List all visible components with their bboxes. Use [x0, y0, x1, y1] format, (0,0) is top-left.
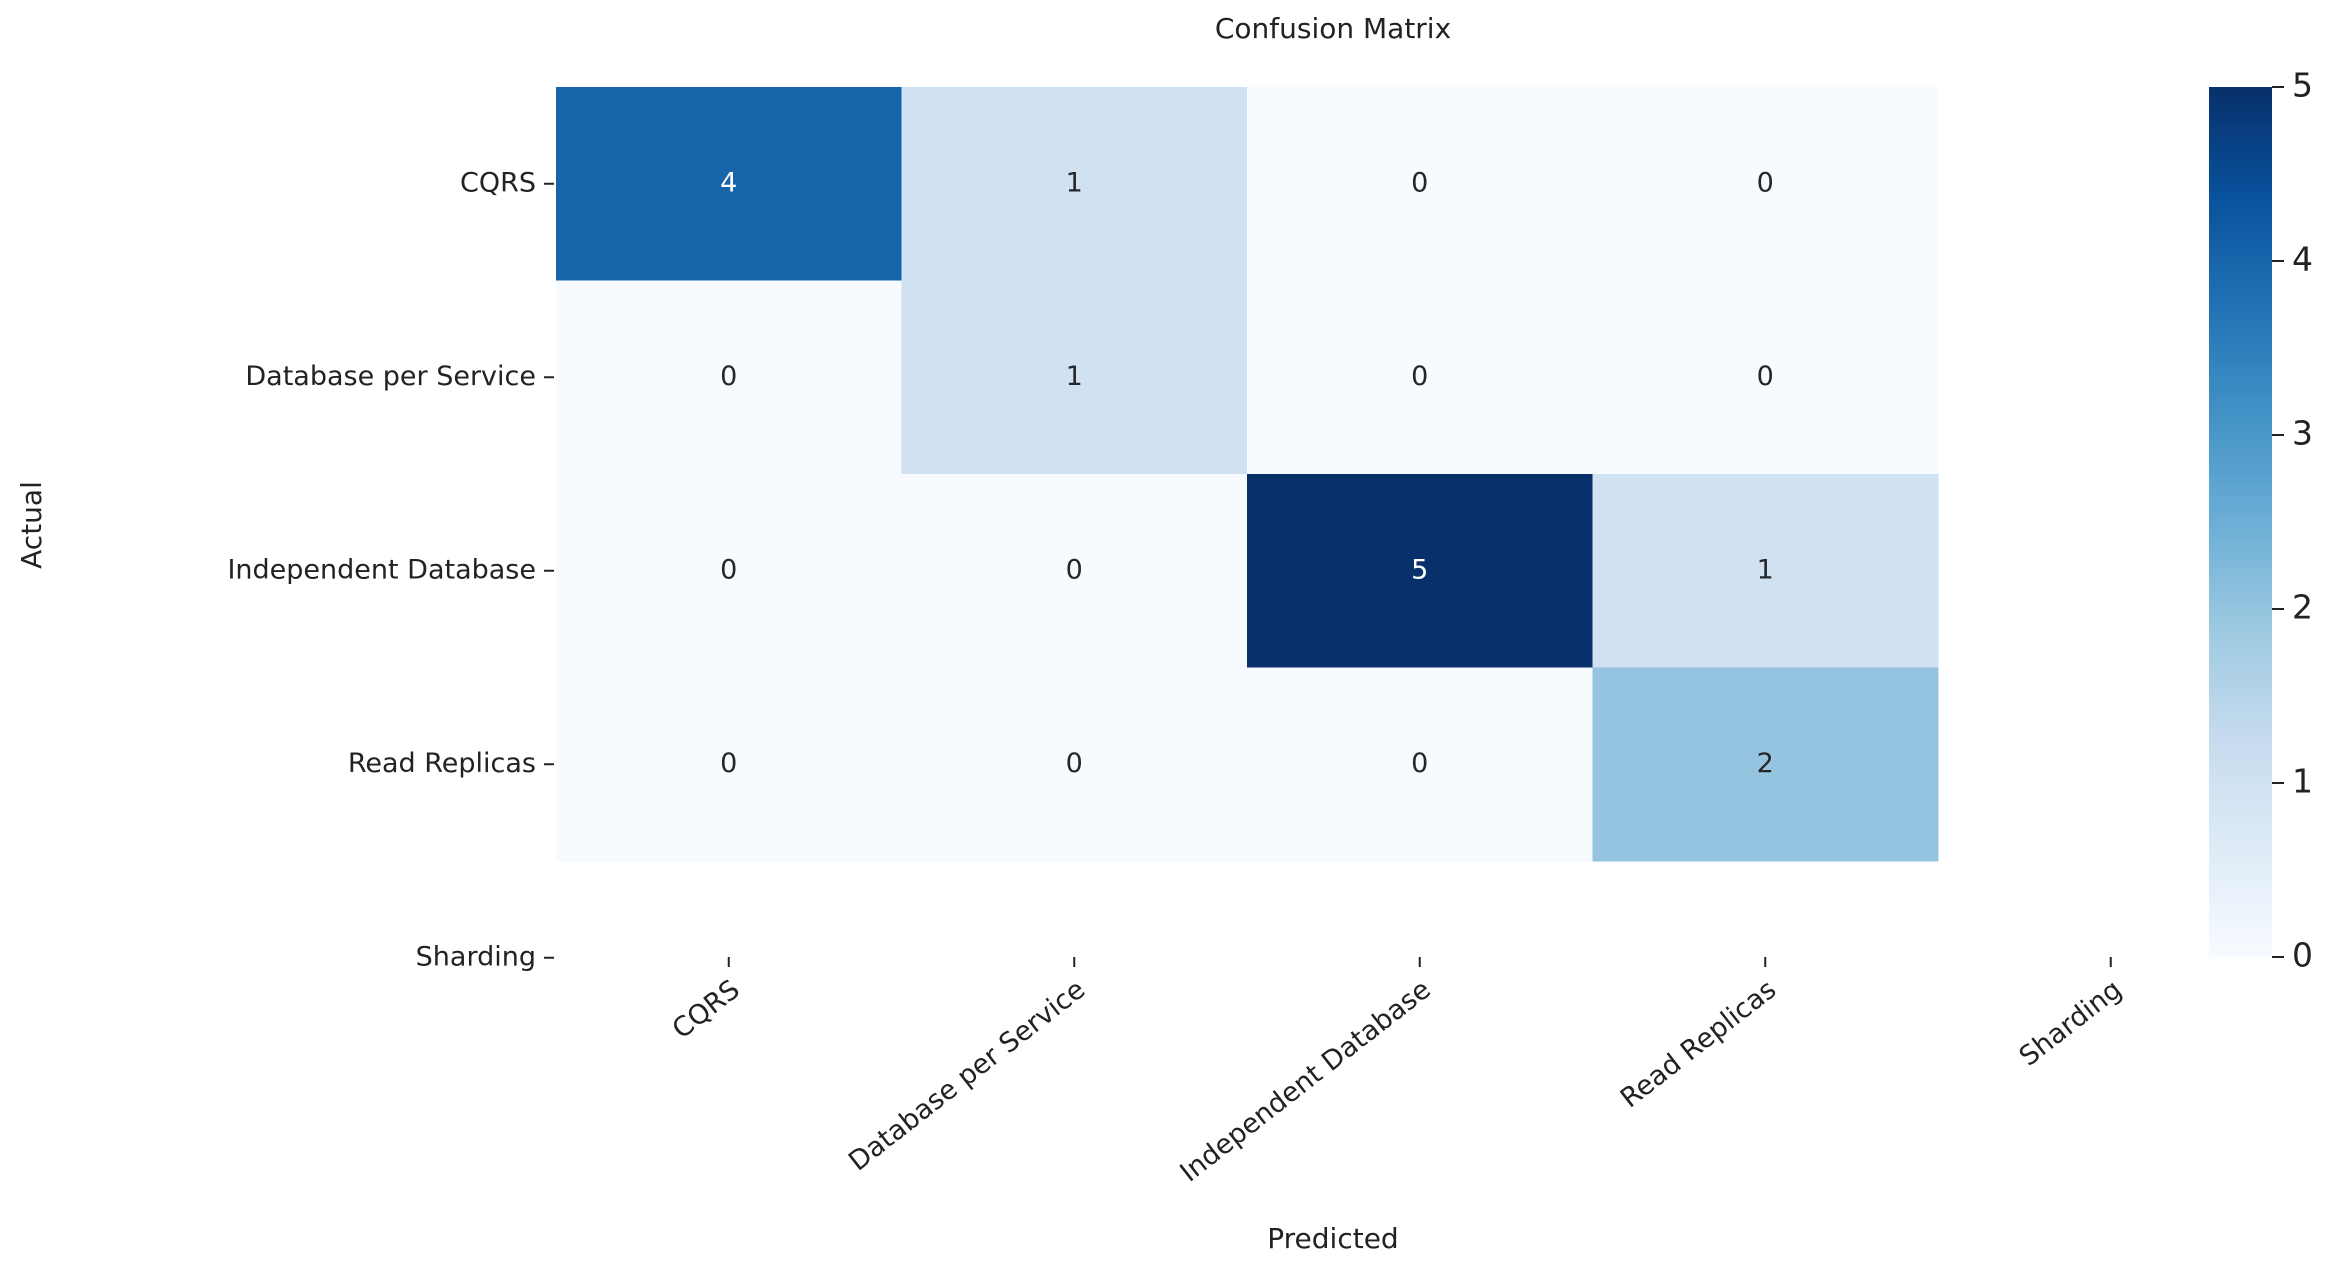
cell-annotation: 0: [1757, 167, 1774, 198]
chart-title: Confusion Matrix: [1215, 12, 1451, 45]
heatmap-cell: [556, 87, 902, 281]
y-tick-label: Independent Database: [227, 554, 536, 585]
cell-annotation: 0: [1066, 554, 1083, 585]
heatmap-cell: [901, 87, 1248, 281]
cell-annotation: 1: [1757, 554, 1774, 585]
x-tick-label: Independent Database: [1174, 974, 1436, 1188]
heatmap-cell: [1247, 667, 1593, 862]
cell-annotation: 0: [720, 554, 737, 585]
y-tick-label: Read Replicas: [348, 748, 536, 779]
colorbar-tick-label: 1: [2292, 762, 2313, 801]
heatmap-cell: [556, 280, 902, 475]
cell-annotation: 2: [1757, 748, 1774, 779]
heatmap-cell: [1592, 280, 1939, 475]
x-tick-label: Database per Service: [843, 974, 1091, 1177]
cell-annotation: 0: [1411, 167, 1428, 198]
cell-annotation: 1: [1066, 361, 1083, 392]
colorbar: [2209, 87, 2272, 957]
colorbar-tick-label: 2: [2292, 588, 2313, 627]
cell-annotation: 0: [1411, 748, 1428, 779]
cell-annotation: 4: [720, 167, 737, 198]
cell-annotation: 5: [1411, 554, 1428, 585]
heatmap-cell: [1592, 87, 1939, 281]
y-tick-label: CQRS: [460, 167, 536, 198]
heatmap-cell: [1592, 667, 1939, 862]
heatmap-cell: [1247, 474, 1593, 668]
y-tick-label: Sharding: [416, 941, 536, 972]
colorbar-tick-label: 3: [2292, 414, 2313, 453]
heatmap-cell: [901, 474, 1248, 668]
cell-annotation: 0: [1411, 361, 1428, 392]
colorbar-tick-label: 5: [2292, 66, 2313, 105]
heatmap-cell: [1247, 87, 1593, 281]
x-axis-label: Predicted: [1267, 1222, 1398, 1255]
x-tick-label: CQRS: [667, 974, 746, 1045]
cell-annotation: 1: [1066, 167, 1083, 198]
y-axis-label: Actual: [15, 481, 48, 569]
heatmap-cell: [1247, 280, 1593, 475]
heatmap-cell: [556, 667, 902, 862]
colorbar-tick-label: 0: [2292, 936, 2313, 975]
heatmap-cell: [901, 667, 1248, 862]
heatmap-cell: [901, 280, 1248, 475]
cell-annotation: 0: [720, 361, 737, 392]
x-tick-label: Sharding: [2014, 974, 2128, 1073]
heatmap-cell: [556, 474, 902, 668]
colorbar-tick-label: 4: [2292, 240, 2313, 279]
cell-annotation: 0: [1066, 748, 1083, 779]
y-tick-label: Database per Service: [245, 361, 536, 392]
x-tick-label: Read Replicas: [1615, 974, 1782, 1114]
heatmap-cell: [1592, 474, 1939, 668]
cell-annotation: 0: [1757, 361, 1774, 392]
cell-annotation: 0: [720, 748, 737, 779]
